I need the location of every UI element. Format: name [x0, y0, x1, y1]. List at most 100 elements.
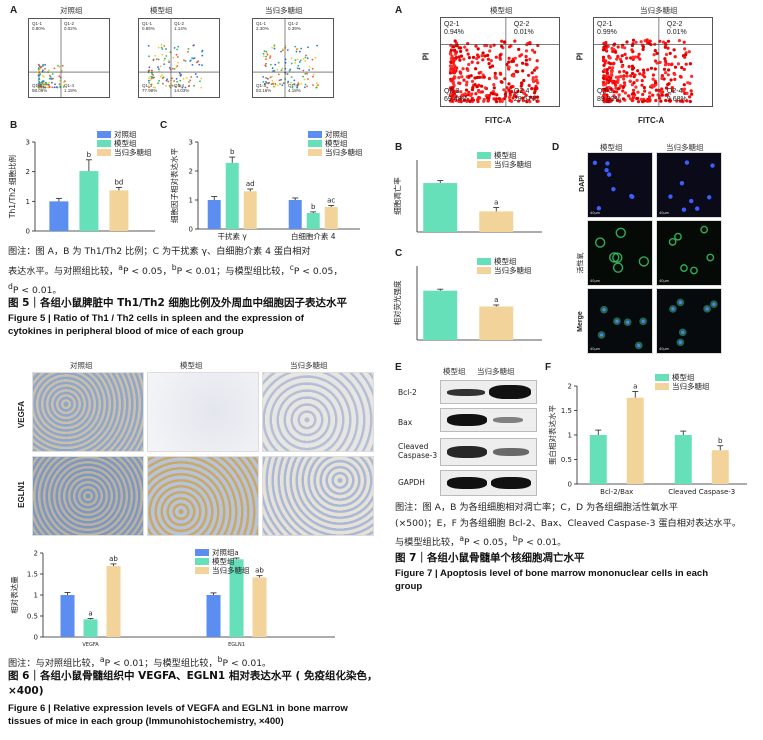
- flow-event: [527, 83, 531, 88]
- flow-event: [49, 74, 51, 77]
- ros-cell: [612, 262, 624, 273]
- flow-event: [308, 66, 311, 68]
- flow-event: [524, 49, 529, 53]
- flow-event: [657, 88, 661, 92]
- flow-event: [157, 46, 160, 49]
- flow-event: [273, 46, 276, 48]
- flow-event: [465, 48, 469, 52]
- y-tick-label: 3: [26, 139, 30, 147]
- flow-event: [453, 69, 457, 73]
- flow-event: [469, 93, 473, 97]
- flow-event: [53, 67, 56, 70]
- flow-event: [498, 56, 502, 60]
- flow-event: [162, 82, 164, 85]
- y-tick-label: 1: [34, 592, 38, 600]
- ros-cell: [638, 256, 650, 267]
- flow-event: [530, 48, 535, 52]
- flow-event: [673, 65, 678, 69]
- flow-event: [459, 46, 463, 50]
- y-tick-label: 0: [26, 228, 30, 236]
- flow-event: [530, 87, 534, 91]
- flow-event: [497, 97, 501, 101]
- flow-event: [474, 92, 478, 96]
- flow-event: [42, 80, 44, 83]
- flow-event: [296, 67, 299, 70]
- flow-event: [298, 61, 301, 63]
- flow-event: [177, 61, 179, 64]
- flow-event: [45, 83, 48, 86]
- flow-event: [462, 57, 466, 61]
- flow-event: [462, 98, 466, 102]
- y-tick-label: 0: [189, 226, 193, 234]
- flow-event: [149, 79, 152, 82]
- quadrant-label: Q2-4 29.57%: [513, 88, 538, 103]
- flow-event: [664, 86, 669, 90]
- fluorescence-image: 40μm: [587, 220, 653, 286]
- flow-event: [634, 85, 638, 89]
- flow-event: [534, 66, 538, 70]
- flow-event: [682, 89, 686, 93]
- flow-event: [302, 57, 305, 60]
- bar: [423, 290, 458, 340]
- flow-event: [448, 52, 452, 56]
- flow-event: [632, 94, 636, 98]
- group-title: 当归多糖组: [666, 143, 704, 152]
- flow-event: [57, 64, 59, 67]
- flow-event: [59, 80, 61, 82]
- flow-event: [270, 63, 272, 66]
- nucleus: [678, 340, 682, 344]
- flow-event: [611, 62, 615, 66]
- bar: [479, 211, 514, 232]
- flow-event: [177, 56, 179, 58]
- flow-event: [641, 73, 645, 77]
- bar: [207, 200, 221, 229]
- flow-event: [49, 76, 52, 78]
- legend-swatch: [195, 567, 209, 574]
- flow-event: [290, 82, 292, 84]
- flow-event: [659, 90, 663, 95]
- flow-event: [616, 87, 620, 91]
- flow-event: [306, 72, 308, 75]
- figure-6-note: 图注：与对照组比较，aP < 0.01；与模型组比较，bP < 0.01。: [8, 655, 272, 670]
- flow-event: [519, 89, 523, 94]
- flow-event: [663, 63, 668, 67]
- flow-event: [478, 75, 482, 79]
- nucleus: [641, 319, 645, 323]
- flow-event: [623, 91, 627, 95]
- flow-event: [311, 67, 314, 70]
- flow-event: [190, 76, 193, 78]
- legend-swatch: [477, 258, 491, 265]
- fluorescence-cells: 40μm: [659, 160, 715, 215]
- flow-event: [453, 48, 457, 52]
- panel-label-7f: F: [545, 362, 552, 373]
- flow-event: [629, 74, 633, 78]
- flow-event: [50, 78, 53, 80]
- quadrant-label: Q2-4 9.68%: [666, 88, 687, 103]
- flow-event: [529, 95, 533, 99]
- flow-event: [273, 69, 276, 72]
- flow-event: [200, 86, 203, 89]
- flow-event: [511, 96, 515, 100]
- nucleus: [596, 206, 602, 211]
- flow-event: [507, 95, 511, 99]
- flow-event: [163, 59, 166, 62]
- flow-event: [294, 59, 297, 62]
- quadrant-label: Q1-1 0.85%: [142, 21, 155, 31]
- flow-scatter: [594, 18, 712, 106]
- flow-event: [312, 73, 315, 76]
- legend-label: 对照组: [114, 129, 137, 139]
- flow-event: [614, 90, 619, 94]
- flow-event: [508, 98, 512, 102]
- flow-event: [486, 57, 490, 61]
- flow-event: [487, 77, 491, 81]
- flow-event: [47, 83, 50, 86]
- flow-event: [51, 73, 54, 75]
- flow-event: [459, 94, 464, 98]
- flow-event: [500, 44, 504, 48]
- flow-event: [315, 85, 318, 87]
- flow-event: [194, 73, 197, 75]
- flow-event: [531, 76, 535, 80]
- flow-event: [148, 79, 150, 82]
- y-tick-label: 1.5: [27, 571, 38, 579]
- flow-event: [48, 77, 51, 80]
